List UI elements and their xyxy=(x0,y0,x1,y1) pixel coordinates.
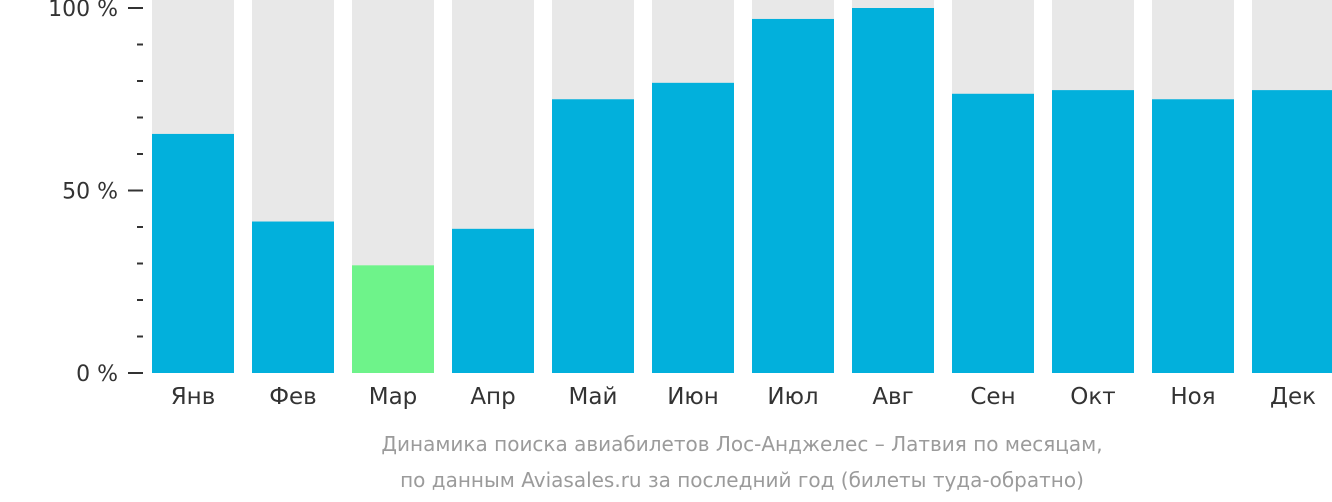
x-tick-label: Июн xyxy=(667,384,719,410)
x-tick-label: Апр xyxy=(470,384,515,410)
bar xyxy=(652,82,734,373)
x-tick-label: Сен xyxy=(970,384,1015,410)
bar xyxy=(552,99,634,373)
bar xyxy=(852,8,934,373)
x-tick-label: Окт xyxy=(1070,384,1115,410)
bars xyxy=(152,8,1332,374)
x-tick-label: Янв xyxy=(171,384,216,410)
y-tick-label: 50 % xyxy=(62,180,118,205)
bar xyxy=(352,265,434,373)
bar xyxy=(152,133,234,373)
x-tick-label: Май xyxy=(569,384,618,410)
x-tick-label: Авг xyxy=(872,384,913,410)
bar xyxy=(1152,99,1234,373)
x-tick-label: Дек xyxy=(1270,384,1316,410)
x-tick-label: Мар xyxy=(369,384,418,410)
y-axis: 100 % 50 % 0 % xyxy=(48,0,143,387)
bar xyxy=(752,18,834,373)
x-tick-label: Июл xyxy=(767,384,818,410)
chart-caption-line-2: по данным Aviasales.ru за последний год … xyxy=(400,468,1084,492)
x-axis-labels: Янв Фев Мар Апр Май Июн Июл Авг Сен Окт Ноя Дек xyxy=(171,384,1316,410)
x-tick-label: Фев xyxy=(269,384,317,410)
x-tick-label: Ноя xyxy=(1170,384,1215,410)
bar xyxy=(252,221,334,373)
chart-caption-line-1: Динамика поиска авиабилетов Лос-Анджелес… xyxy=(381,432,1103,456)
bar xyxy=(1052,90,1134,373)
bar xyxy=(1252,90,1332,373)
y-tick-label: 0 % xyxy=(76,362,118,387)
y-tick-label: 100 % xyxy=(48,0,118,22)
bar xyxy=(452,228,534,373)
bar xyxy=(952,93,1034,374)
